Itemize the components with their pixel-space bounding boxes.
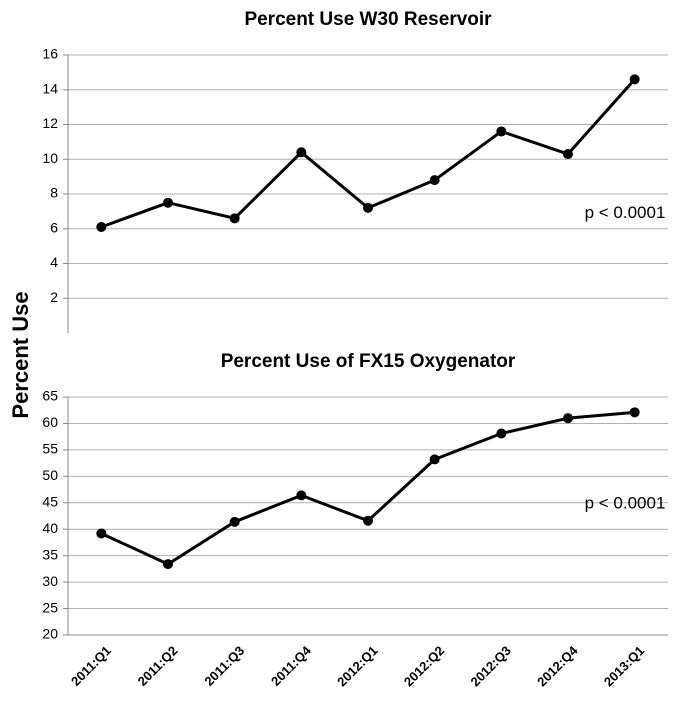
y-tick-label: 50 — [42, 467, 58, 483]
y-tick-label: 2 — [50, 289, 58, 305]
data-point — [429, 175, 440, 186]
data-point — [96, 222, 107, 233]
y-tick-label: 65 — [42, 388, 58, 404]
data-point — [496, 428, 507, 439]
chart-title: Percent Use W30 Reservoir — [244, 9, 492, 30]
y-tick-label: 20 — [42, 626, 58, 642]
data-point — [363, 202, 373, 213]
x-tick-label: 2011:Q2 — [135, 643, 181, 689]
annotation: p < 0.0001 — [585, 203, 666, 222]
x-tick-label: 2012:Q2 — [401, 643, 447, 689]
y-tick-label: 55 — [42, 441, 58, 457]
y-tick-label: 35 — [42, 546, 58, 562]
data-point — [296, 490, 307, 501]
y-tick-label: 8 — [50, 185, 58, 201]
y-tick-label: 12 — [42, 115, 58, 131]
y-tick-label: 16 — [42, 46, 58, 62]
data-point — [96, 528, 107, 539]
y-tick-label: 10 — [42, 150, 58, 166]
y-tick-label: 14 — [42, 80, 58, 96]
x-tick-label: 2011:Q3 — [201, 643, 247, 689]
data-point — [563, 149, 573, 160]
data-point — [363, 515, 373, 526]
y-tick-label: 60 — [42, 414, 58, 430]
data-point — [163, 197, 173, 208]
x-tick-label: 2012:Q3 — [468, 643, 514, 689]
data-point — [229, 516, 240, 527]
chart-title: Percent Use of FX15 Oxygenator — [221, 351, 516, 372]
data-point — [563, 413, 573, 424]
data-point — [163, 559, 173, 570]
x-tick-label: 2011:Q4 — [268, 642, 314, 688]
x-tick-label: 2012:Q1 — [334, 643, 380, 689]
y-tick-label: 40 — [42, 520, 58, 536]
data-point — [629, 407, 640, 418]
data-point — [629, 74, 640, 85]
data-point — [229, 213, 240, 224]
series-line — [100, 410, 635, 566]
data-point — [296, 147, 307, 158]
annotation: p < 0.0001 — [585, 494, 666, 513]
y-tick-label: 45 — [42, 493, 58, 509]
y-tick-label: 30 — [42, 573, 58, 589]
y-tick-label: 4 — [50, 254, 58, 270]
y-tick-label: 6 — [50, 219, 58, 235]
data-point — [429, 454, 440, 465]
x-tick-label: 2013:Q1 — [601, 643, 647, 689]
y-axis-label: Percent Use — [8, 291, 33, 418]
x-tick-label: 2011:Q1 — [68, 643, 114, 689]
data-point — [496, 126, 507, 137]
y-tick-label: 25 — [42, 599, 58, 615]
x-tick-label: 2012:Q4 — [534, 642, 581, 689]
